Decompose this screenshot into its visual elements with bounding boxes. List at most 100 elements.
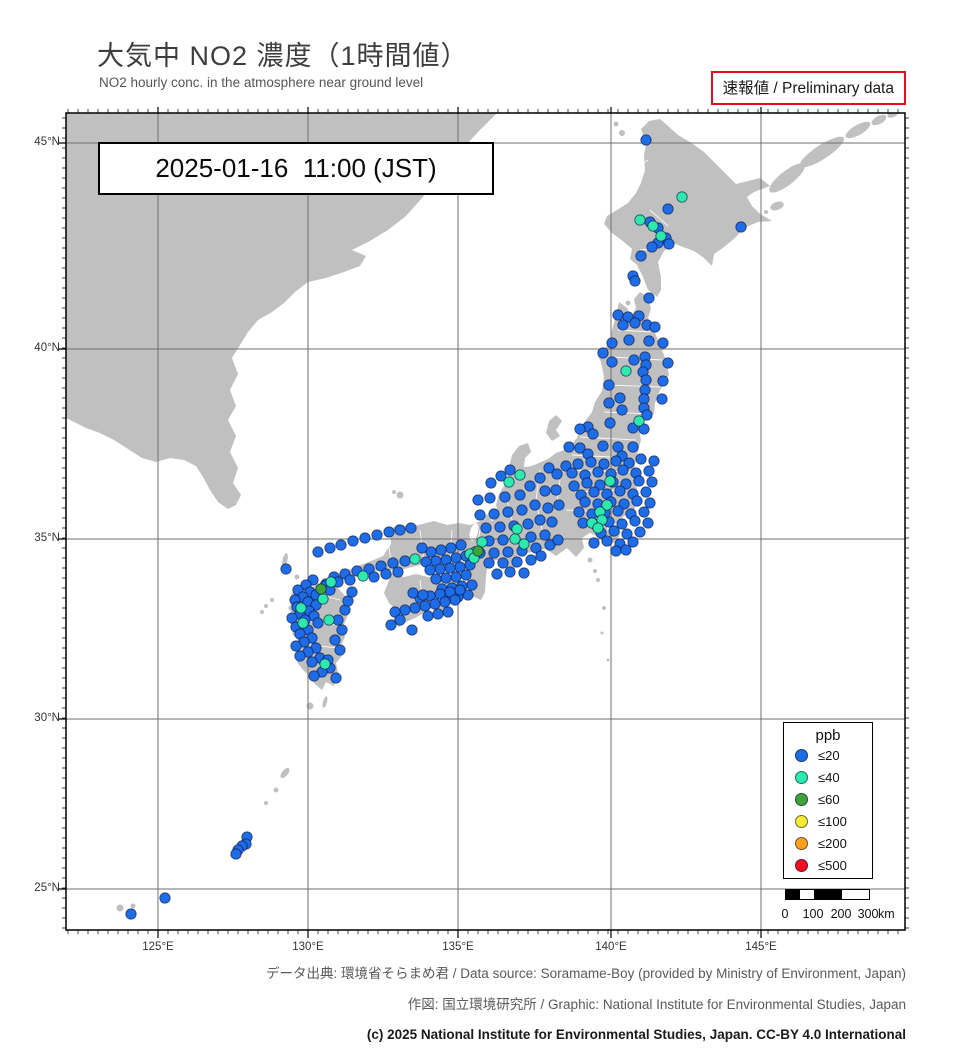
station-dot	[634, 526, 646, 538]
station-dot	[588, 486, 600, 498]
station-dot	[539, 485, 551, 497]
station-dot	[424, 564, 436, 576]
legend-dot-icon	[795, 858, 808, 872]
page-subtitle: NO2 hourly conc. in the atmosphere near …	[99, 75, 424, 90]
station-dot	[579, 496, 591, 508]
station-dot	[450, 571, 462, 583]
station-dot	[616, 404, 628, 416]
station-dot	[407, 587, 419, 599]
legend-title: ppb	[815, 727, 841, 744]
scale-tick-label: 300	[857, 907, 879, 921]
station-dot	[633, 415, 645, 427]
station-dot	[375, 560, 387, 572]
station-dot	[460, 569, 472, 581]
station-dot	[334, 644, 346, 656]
station-dot	[409, 553, 421, 565]
station-dot	[399, 604, 411, 616]
station-dot	[656, 393, 668, 405]
station-dot	[574, 423, 586, 435]
scale-unit-label: km	[878, 907, 895, 921]
lake-biwa	[469, 523, 479, 541]
scale-tick-label: 100	[802, 907, 824, 921]
station-dot	[325, 576, 337, 588]
graphic-credit: 作図: 国立環境研究所 / Graphic: National Institut…	[407, 997, 906, 1012]
station-dot	[572, 458, 584, 470]
scale-segment	[800, 890, 814, 899]
station-dot	[416, 542, 428, 554]
station-dot	[597, 347, 609, 359]
station-dot	[330, 672, 342, 684]
station-dot	[442, 606, 454, 618]
station-dot	[432, 608, 444, 620]
station-dot	[633, 475, 645, 487]
scale-tick-label: 0	[781, 907, 789, 921]
station-dot	[319, 658, 331, 670]
station-dot	[522, 518, 534, 530]
station-dot	[662, 203, 674, 215]
axis-ticks	[58, 107, 909, 938]
legend-entry: ≤60	[784, 788, 872, 810]
station-dot	[440, 572, 452, 584]
legend-dot-icon	[795, 836, 808, 850]
station-dot	[551, 468, 563, 480]
station-dot	[663, 238, 675, 250]
station-dot	[638, 423, 650, 435]
station-dot	[480, 522, 492, 534]
station-dot	[335, 539, 347, 551]
station-dot	[544, 539, 556, 551]
station-dot	[394, 524, 406, 536]
station-dot	[368, 571, 380, 583]
page-title: 大気中 NO2 濃度（1時間値）	[97, 41, 469, 71]
station-dot	[644, 497, 656, 509]
station-dot	[497, 534, 509, 546]
minor-ticks	[62, 109, 909, 934]
station-dot	[543, 462, 555, 474]
station-dot	[524, 480, 536, 492]
station-dot	[504, 566, 516, 578]
station-dot	[434, 563, 446, 575]
landmass-continent	[66, 113, 497, 509]
station-dot	[535, 550, 547, 562]
station-dot	[598, 458, 610, 470]
scale-segment	[786, 890, 800, 899]
legend-dot-icon	[795, 792, 808, 806]
legend-dot-icon	[795, 814, 808, 828]
station-dot	[610, 455, 622, 467]
landmass-hokkaido	[604, 119, 772, 297]
legend-box: ppb ≤20 ≤40 ≤60 ≤100 ≤200 ≤500	[783, 722, 873, 879]
station-dot	[627, 441, 639, 453]
station-dot	[646, 476, 658, 488]
scale-segment	[814, 890, 842, 899]
station-dot	[648, 455, 660, 467]
station-dot	[608, 525, 620, 537]
station-dot	[643, 465, 655, 477]
map-frame	[65, 112, 906, 931]
station-dot	[614, 485, 626, 497]
station-dot	[406, 624, 418, 636]
station-dot	[638, 506, 650, 518]
station-dot	[617, 464, 629, 476]
station-dot	[518, 538, 530, 550]
station-dot	[312, 546, 324, 558]
station-dot	[454, 584, 466, 596]
station-dot	[530, 542, 542, 554]
station-dot	[518, 567, 530, 579]
station-dot	[563, 441, 575, 453]
legend-rows: ≤20 ≤40 ≤60 ≤100 ≤200 ≤500	[784, 744, 872, 876]
station-dot	[308, 670, 320, 682]
station-dot	[620, 365, 632, 377]
station-dot	[604, 475, 616, 487]
station-dot	[657, 337, 669, 349]
landmass-kuril-islands	[758, 113, 899, 218]
station-dot	[444, 562, 456, 574]
station-dot	[294, 650, 306, 662]
station-dot	[534, 514, 546, 526]
station-dot	[662, 357, 674, 369]
legend-entry-label: ≤500	[818, 857, 847, 873]
station-dot	[553, 499, 565, 511]
station-dot	[616, 518, 628, 530]
station-dot	[641, 409, 653, 421]
station-dot	[676, 191, 688, 203]
